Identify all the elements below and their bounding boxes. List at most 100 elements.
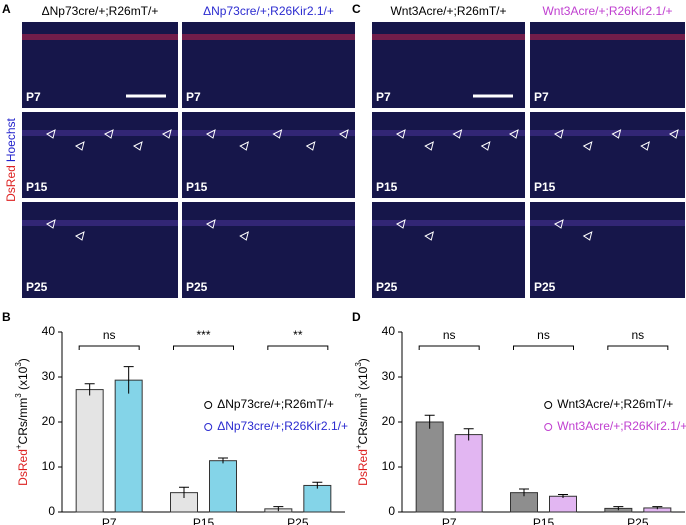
arrowhead	[669, 129, 679, 139]
side-label: DsRed Hoechst	[4, 117, 18, 201]
age-label: P7	[186, 90, 201, 104]
legend-label: Wnt3Acre/+;R26mT/+	[557, 397, 673, 411]
arrowhead	[480, 141, 491, 151]
y-tick-label: 20	[42, 414, 56, 428]
x-tick-label: P15	[193, 516, 215, 525]
micrograph	[22, 112, 178, 198]
age-label: P7	[534, 90, 549, 104]
age-label: P25	[376, 280, 398, 294]
y-tick-label: 10	[382, 459, 396, 473]
y-axis-label-part: )	[16, 358, 30, 362]
arrowhead	[339, 129, 349, 139]
y-axis-label-part: 3	[14, 393, 23, 398]
legend-marker	[204, 401, 213, 409]
micrograph	[530, 202, 685, 298]
error-bar	[84, 383, 95, 396]
arrowhead	[104, 129, 114, 139]
arrowhead	[305, 141, 316, 151]
panel-letter: C	[352, 2, 361, 16]
age-label: P15	[376, 180, 398, 194]
x-tick-label: P15	[533, 516, 555, 525]
significance-label: ns	[537, 328, 550, 342]
y-tick-label: 0	[48, 504, 55, 518]
y-axis-label-part: 3	[354, 362, 363, 367]
arrowhead	[75, 231, 85, 241]
arrowhead	[46, 219, 56, 229]
significance-label: ns	[103, 328, 116, 342]
y-axis-label-part: +	[354, 444, 363, 449]
column-header: ΔNp73cre/+;R26mT/+	[42, 4, 159, 18]
arrowhead	[239, 141, 249, 151]
bar	[114, 379, 143, 513]
arrowhead	[396, 219, 406, 229]
y-axis-label-part: 3	[14, 362, 23, 367]
bar	[454, 434, 483, 513]
significance-label: ns	[443, 328, 456, 342]
panel-letter: A	[2, 2, 11, 16]
error-bar	[519, 488, 529, 497]
legend-label: Wnt3Acre/+;R26Kir2.1/+	[557, 419, 686, 433]
y-tick-label: 30	[382, 369, 396, 383]
y-axis-label-part: CRs/mm	[16, 398, 30, 445]
age-label: P25	[26, 280, 48, 294]
arrowhead	[133, 141, 143, 151]
pia-band	[372, 130, 525, 136]
legend-label: ΔNp73cre/+;R26Kir2.1/+	[217, 419, 348, 433]
micrograph	[22, 202, 178, 298]
significance-bracket	[513, 345, 574, 350]
error-bar	[123, 366, 134, 394]
bar	[549, 495, 577, 513]
age-label: P15	[534, 180, 556, 194]
arrowhead	[554, 219, 564, 229]
legend-label: ΔNp73cre/+;R26mT/+	[217, 397, 334, 411]
column-header: Wnt3Acre/+;R26Kir2.1/+	[542, 4, 672, 18]
y-axis-label-part: DsRed	[16, 449, 30, 486]
arrowhead	[75, 141, 85, 151]
age-label: P15	[186, 180, 208, 194]
bar	[75, 389, 104, 513]
significance-bracket	[267, 345, 329, 350]
arrowhead	[509, 129, 519, 139]
error-bar	[273, 506, 284, 512]
arrowhead	[46, 129, 56, 139]
y-axis-label-part: DsRed	[356, 449, 370, 486]
pia-band	[372, 34, 525, 40]
pia-band	[22, 34, 178, 40]
age-label: P25	[186, 280, 208, 294]
x-tick-label: P7	[442, 516, 457, 525]
legend-marker	[544, 401, 553, 409]
pia-band	[182, 34, 355, 40]
column-header: ΔNp73cre/+;R26Kir2.1/+	[203, 4, 334, 18]
arrowhead	[162, 129, 172, 139]
y-tick-label: 30	[42, 369, 56, 383]
arrowhead	[582, 141, 593, 151]
x-tick-label: P25	[627, 516, 649, 525]
bar	[209, 460, 237, 513]
error-bar	[652, 506, 663, 510]
side-label-blue: Hoechst	[4, 117, 18, 162]
micrograph	[372, 202, 525, 298]
micrograph	[372, 112, 525, 198]
bar	[303, 484, 332, 513]
arrowhead	[396, 129, 406, 139]
arrowhead	[272, 129, 283, 139]
pia-band	[530, 130, 685, 136]
pia-band	[182, 130, 355, 136]
error-bar	[218, 457, 228, 464]
pia-band	[530, 220, 685, 226]
error-bar	[179, 486, 189, 499]
pia-band	[22, 220, 178, 226]
y-tick-label: 40	[42, 324, 56, 338]
micrograph	[530, 112, 685, 198]
y-axis-label-part: CRs/mm	[356, 398, 370, 445]
error-bar	[424, 414, 435, 429]
pia-band	[372, 220, 525, 226]
age-label: P15	[26, 180, 48, 194]
significance-label: ***	[196, 328, 210, 342]
y-axis-label-part: )	[356, 358, 370, 362]
significance-bracket	[173, 345, 234, 350]
y-axis-label-part: +	[14, 444, 23, 449]
y-axis-label-part: 3	[354, 393, 363, 398]
panel-letter: D	[352, 310, 361, 324]
